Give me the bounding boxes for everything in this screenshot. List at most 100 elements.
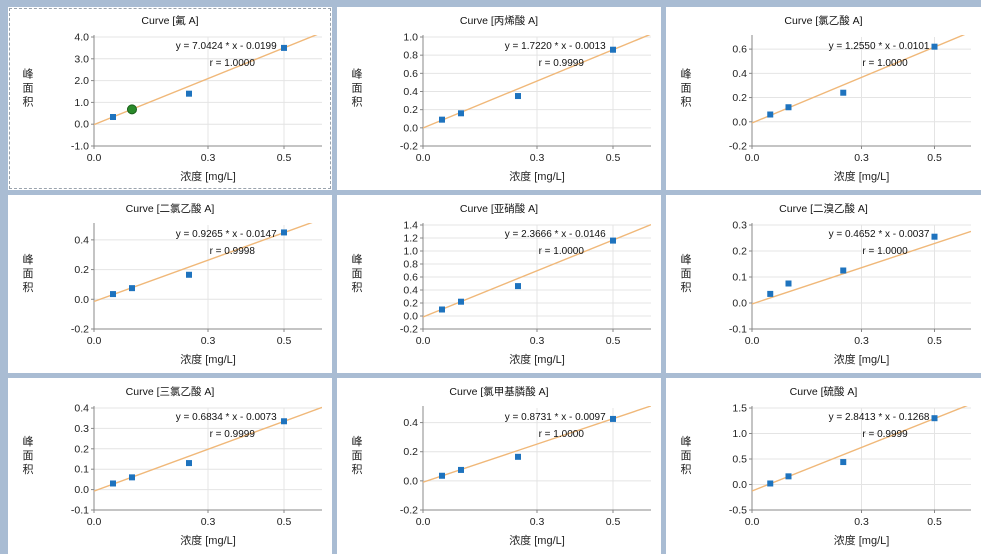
r-value-label: r = 0.9999: [862, 429, 908, 440]
data-point: [785, 473, 792, 480]
chart-panel-8[interactable]: Curve [氯甲基膦酸 A] 0.4 0.2 0.0 -0.2 0.0 0.3 0.5 浓度 …: [337, 378, 661, 554]
y-tick-label: 0.0: [74, 294, 89, 306]
chart-panel-7[interactable]: Curve [三氯乙酸 A] 0.4 0.3 0.2 0.1 0.0 -0.1 0.0 0.3 0…: [8, 378, 332, 554]
chart-panel-3[interactable]: Curve [氯乙酸 A] 0.6 0.4 0.2 0.0 -0.2 0.0 0.3 0.5 浓度…: [666, 7, 981, 190]
x-tick-label: 0.5: [606, 152, 621, 164]
y-tick-label: -0.2: [729, 141, 747, 153]
x-tick-label: 0.0: [416, 516, 431, 528]
y-tick-label: 0.5: [732, 454, 747, 466]
y-axis-label-char: 积: [23, 281, 34, 294]
x-tick-label: 0.5: [277, 335, 292, 347]
equation-label: y = 0.9265 * x - 0.0147: [176, 229, 277, 240]
y-tick-label: 0.1: [74, 464, 89, 476]
y-tick-label: 0.4: [74, 234, 89, 246]
data-point: [458, 298, 464, 305]
y-axis-label-char: 面: [681, 268, 692, 280]
y-axis-label-char: 积: [681, 281, 692, 294]
data-point: [610, 415, 616, 422]
y-axis-label-char: 面: [681, 83, 692, 95]
equation-label: y = 2.8413 * x - 0.1268: [829, 412, 930, 423]
r-value-label: r = 0.9999: [210, 429, 256, 440]
r-value-label: r = 1.0000: [862, 246, 908, 257]
y-tick-label: 0.1: [732, 272, 747, 284]
chart-panel-9[interactable]: Curve [硫酸 A] 1.5 1.0 0.5 0.0 -0.5 0.0 0.3 0.5 浓度 …: [666, 378, 981, 554]
x-tick-label: 0.3: [854, 516, 869, 528]
x-axis-label: 浓度 [mg/L]: [834, 533, 890, 547]
data-point-selected: [127, 104, 137, 115]
equation-label: y = 0.8731 * x - 0.0097: [505, 412, 606, 423]
r-value-label: r = 1.0000: [210, 58, 256, 69]
x-tick-label: 0.0: [87, 335, 102, 347]
data-point: [767, 111, 774, 118]
y-axis-label-char: 峰: [23, 435, 34, 448]
y-tick-label: 0.3: [732, 220, 747, 232]
y-axis-label-char: 峰: [23, 68, 34, 81]
x-axis-label: 浓度 [mg/L]: [509, 352, 565, 366]
x-tick-label: 0.5: [277, 152, 292, 164]
chart-title: Curve [丙烯酸 A]: [460, 14, 538, 27]
y-tick-label: -0.2: [400, 324, 418, 336]
y-tick-label: 0.6: [403, 68, 418, 80]
data-point: [281, 418, 287, 425]
chart-svg-1: Curve [氟 A]4.03.02.01.00.0-1.00.0 0.3 0.5浓…: [23, 14, 322, 183]
y-tick-label: -0.1: [729, 324, 747, 336]
chart-panel-6[interactable]: Curve [二溴乙酸 A] 0.3 0.2 0.1 0.0 -0.1 0.0 0.3 0.5 浓…: [666, 195, 981, 373]
y-tick-label: -0.2: [71, 324, 89, 336]
y-tick-label: -1.0: [71, 141, 89, 153]
data-point: [110, 291, 116, 298]
y-tick-label: 0.2: [403, 104, 418, 116]
equation-label: y = 2.3666 * x - 0.0146: [505, 229, 606, 240]
y-axis-label-char: 面: [352, 268, 363, 280]
x-tick-label: 0.5: [927, 335, 942, 347]
x-tick-label: 0.0: [416, 152, 431, 164]
x-tick-label: 0.3: [854, 335, 869, 347]
y-tick-label: 2.0: [74, 75, 89, 87]
x-tick-label: 0.3: [530, 152, 545, 164]
x-axis-label: 浓度 [mg/L]: [834, 169, 890, 183]
x-tick-label: 0.0: [745, 335, 760, 347]
r-value-label: r = 1.0000: [539, 246, 585, 257]
y-axis-label-char: 面: [352, 450, 363, 462]
chart-panel-5[interactable]: Curve [亚硝酸 A] 1.4 1.2 1.0 0.8 0.6 0.4 0.2 0.0 -0.…: [337, 195, 661, 373]
y-tick-label: 0.4: [403, 417, 418, 429]
y-tick-label: 0.2: [732, 92, 747, 104]
chart-panel-1[interactable]: Curve [氟 A] 4.0 3.0 2.0 1.0 0.0 -1.0 0.0 0.3 0.5 浓…: [8, 7, 332, 190]
y-tick-label: 0.0: [74, 119, 89, 131]
y-axis-label-char: 积: [352, 96, 363, 109]
x-tick-label: 0.5: [927, 152, 942, 164]
x-axis-label: 浓度 [mg/L]: [509, 169, 565, 183]
y-tick-label: -0.2: [400, 505, 418, 517]
chart-svg-8: Curve [氯甲基膦酸 A]0.40.20.0-0.20.0 0.3 0.5浓度 …: [352, 385, 651, 547]
y-tick-label: 0.8: [403, 50, 418, 62]
y-tick-label: 0.0: [403, 311, 418, 323]
y-tick-label: 0.2: [732, 246, 747, 258]
y-tick-label: 0.6: [403, 272, 418, 284]
chart-svg-4: Curve [二氯乙酸 A]0.40.20.0-0.20.0 0.3 0.5浓度 […: [23, 202, 322, 366]
chart-title: Curve [二溴乙酸 A]: [779, 202, 868, 215]
data-point: [840, 459, 847, 466]
r-value-label: r = 1.0000: [539, 429, 585, 440]
x-tick-label: 0.3: [530, 335, 545, 347]
y-tick-label: 0.2: [403, 446, 418, 458]
x-axis-label: 浓度 [mg/L]: [509, 533, 565, 547]
y-axis-label-char: 积: [23, 96, 34, 109]
x-tick-label: 0.5: [606, 335, 621, 347]
y-tick-label: 0.0: [732, 298, 747, 310]
chart-svg-6: Curve [二溴乙酸 A]0.30.20.10.0-0.10.0 0.3 0.5浓…: [681, 202, 971, 366]
data-point: [110, 480, 116, 487]
x-tick-label: 0.5: [606, 516, 621, 528]
equation-label: y = 0.4652 * x - 0.0037: [829, 229, 930, 240]
data-point: [785, 280, 792, 287]
y-tick-label: 1.0: [403, 246, 418, 258]
y-tick-label: 1.0: [403, 32, 418, 44]
y-tick-label: -0.1: [71, 505, 89, 517]
data-point: [840, 267, 847, 274]
x-tick-label: 0.0: [416, 335, 431, 347]
data-point: [281, 44, 287, 51]
chart-panel-4[interactable]: Curve [二氯乙酸 A] 0.4 0.2 0.0 -0.2 0.0 0.3 0.5 浓度 […: [8, 195, 332, 373]
chart-panel-2[interactable]: Curve [丙烯酸 A] 1.0 0.8 0.6 0.4 0.2 0.0 -0.2 0.0 0.…: [337, 7, 661, 190]
y-axis-label-char: 峰: [352, 68, 363, 81]
y-tick-label: 3.0: [74, 53, 89, 65]
chart-title: Curve [氟 A]: [141, 14, 198, 27]
